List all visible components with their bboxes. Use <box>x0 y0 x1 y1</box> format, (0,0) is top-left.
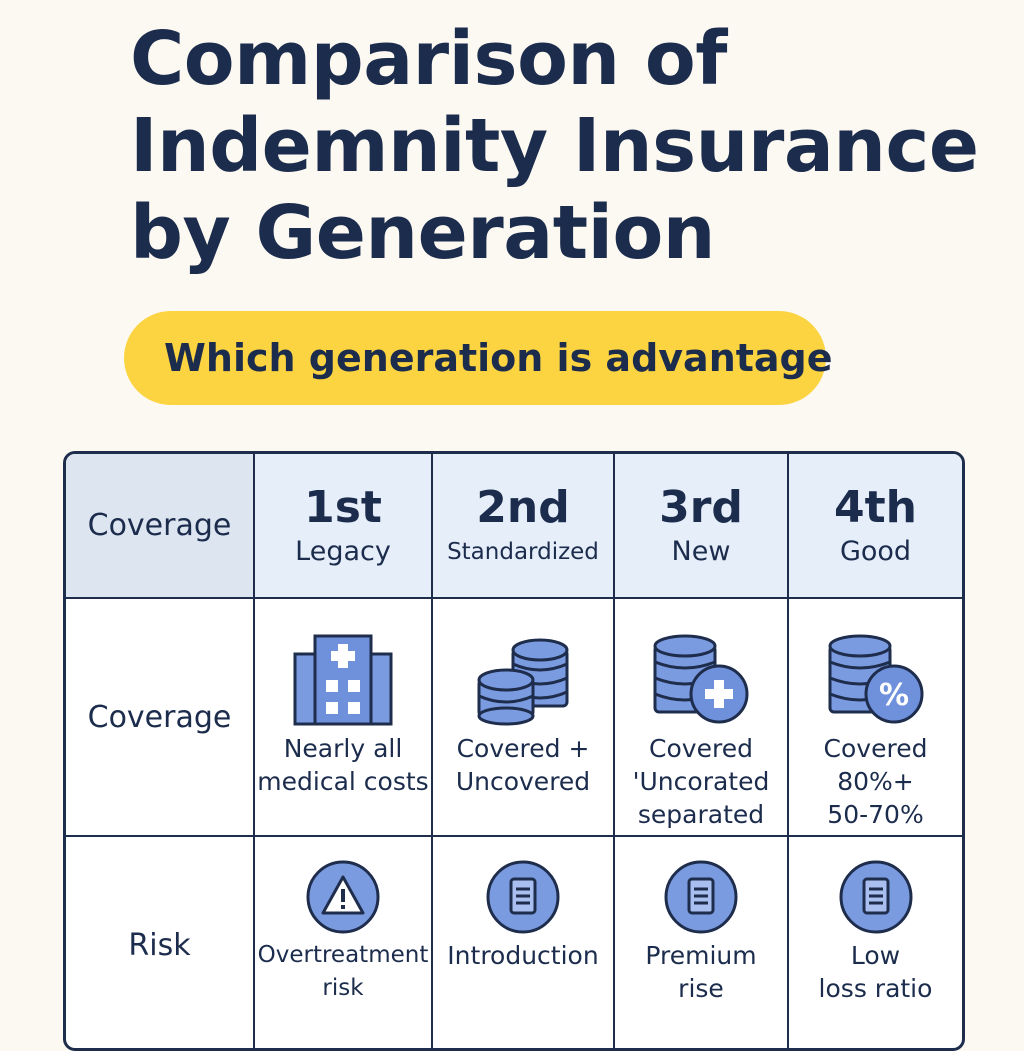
generation-number: 2nd <box>476 482 570 533</box>
risk-text: Overtreatment risk <box>257 942 429 1001</box>
coin-percent-icon: % <box>826 621 926 726</box>
coverage-text: Covered 80%+ 50-70% <box>823 734 928 829</box>
generation-number: 4th <box>834 482 917 533</box>
table-corner-label: Coverage <box>66 454 255 599</box>
generation-number: 3rd <box>659 482 743 533</box>
coin-plus-icon <box>651 621 751 726</box>
title-line: Indemnity Insurance <box>130 103 979 189</box>
coverage-text: Nearly all medical costs <box>257 734 429 796</box>
coverage-cell-4th: % Covered 80%+ 50-70% <box>789 599 962 837</box>
coin-stack-icon <box>475 621 571 726</box>
subtitle-text: Which generation is advantage <box>164 336 833 380</box>
generation-label: New <box>671 536 731 567</box>
generation-header-4th: 4th Good <box>789 454 962 599</box>
coverage-text: Covered 'Uncorated separated <box>632 734 770 829</box>
warning-icon <box>305 859 381 935</box>
risk-text: Introduction <box>447 941 599 970</box>
risk-cell-1st: Overtreatment risk <box>255 837 433 1048</box>
generation-number: 1st <box>304 482 382 533</box>
document-icon <box>485 859 561 935</box>
page-title: Comparison of Indemnity Insurance by Gen… <box>130 16 990 277</box>
coverage-cell-1st: Nearly all medical costs <box>255 599 433 837</box>
coverage-text: Covered + Uncovered <box>455 734 591 796</box>
risk-cell-4th: Low loss ratio <box>789 837 962 1048</box>
title-line: by Generation <box>130 190 715 276</box>
coverage-cell-3rd: Covered 'Uncorated separated <box>615 599 789 837</box>
risk-text: Low loss ratio <box>818 941 933 1003</box>
generation-header-2nd: 2nd Standardized <box>433 454 615 599</box>
coverage-cell-2nd: Covered + Uncovered <box>433 599 615 837</box>
subtitle-banner: Which generation is advantage <box>124 311 833 405</box>
generation-header-1st: 1st Legacy <box>255 454 433 599</box>
row-label-coverage: Coverage <box>66 599 255 837</box>
title-line: Comparison of <box>130 16 727 102</box>
comparison-table: Coverage 1st Legacy 2nd Standardized 3rd… <box>63 451 965 1051</box>
generation-label: Good <box>839 536 912 567</box>
svg-text:%: % <box>878 678 908 713</box>
risk-cell-3rd: Premium rise <box>615 837 789 1048</box>
risk-cell-2nd: Introduction <box>433 837 615 1048</box>
hospital-icon <box>293 621 393 726</box>
generation-label: Legacy <box>295 536 391 567</box>
document-icon <box>838 859 914 935</box>
generation-label: Standardized <box>447 539 599 565</box>
row-label-risk: Risk <box>66 837 255 1048</box>
risk-text: Premium rise <box>645 941 757 1003</box>
document-icon <box>663 859 739 935</box>
generation-header-3rd: 3rd New <box>615 454 789 599</box>
